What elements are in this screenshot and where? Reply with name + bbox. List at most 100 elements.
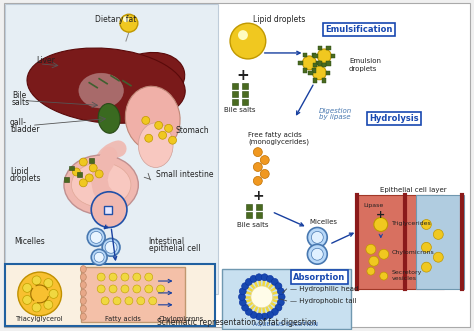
Bar — [318, 46, 322, 50]
Bar — [298, 61, 303, 65]
Circle shape — [275, 304, 282, 311]
Circle shape — [149, 297, 157, 305]
Bar — [313, 63, 317, 67]
Circle shape — [145, 285, 153, 293]
Bar — [242, 99, 248, 105]
Bar — [5, 4, 218, 294]
Circle shape — [254, 148, 262, 157]
Text: Bile salts: Bile salts — [237, 221, 269, 227]
Text: Liver: Liver — [36, 56, 55, 66]
Text: Stomach: Stomach — [175, 126, 209, 135]
Circle shape — [109, 285, 117, 293]
Circle shape — [308, 244, 327, 264]
Ellipse shape — [80, 305, 86, 312]
Text: Micelles: Micelles — [310, 218, 337, 224]
Circle shape — [308, 227, 327, 247]
Text: Triacylglycerol: Triacylglycerol — [16, 316, 64, 322]
Circle shape — [164, 124, 173, 132]
Circle shape — [277, 299, 284, 306]
Bar — [311, 53, 316, 57]
Ellipse shape — [98, 104, 120, 133]
Circle shape — [366, 244, 376, 254]
Bar — [232, 91, 238, 97]
Circle shape — [374, 217, 388, 231]
Circle shape — [261, 274, 268, 281]
Circle shape — [255, 274, 263, 281]
Circle shape — [311, 231, 323, 243]
Circle shape — [421, 219, 431, 229]
Circle shape — [238, 293, 246, 300]
Bar — [321, 78, 326, 83]
Ellipse shape — [125, 86, 180, 151]
Circle shape — [79, 179, 87, 187]
Circle shape — [302, 56, 316, 70]
Circle shape — [87, 228, 105, 246]
Bar — [69, 166, 74, 170]
Text: Schematic representation of fat digestion: Schematic representation of fat digestio… — [157, 318, 317, 327]
Circle shape — [94, 252, 104, 262]
Circle shape — [255, 313, 263, 320]
Circle shape — [433, 229, 443, 239]
Text: Emulsion: Emulsion — [349, 58, 381, 64]
Ellipse shape — [80, 274, 86, 281]
Circle shape — [277, 288, 284, 295]
Circle shape — [113, 297, 121, 305]
Ellipse shape — [80, 282, 86, 288]
Ellipse shape — [80, 266, 86, 273]
Circle shape — [261, 313, 268, 320]
Bar — [232, 99, 238, 105]
Circle shape — [121, 285, 129, 293]
Ellipse shape — [138, 123, 173, 167]
Circle shape — [369, 256, 379, 266]
Circle shape — [246, 308, 252, 315]
Circle shape — [105, 241, 117, 253]
Bar — [331, 54, 336, 58]
Bar — [357, 195, 444, 289]
Text: vesicles: vesicles — [392, 275, 417, 281]
Bar — [311, 69, 316, 73]
Text: Digestion: Digestion — [319, 108, 353, 114]
Text: bladder: bladder — [10, 125, 39, 134]
Ellipse shape — [79, 73, 123, 108]
Circle shape — [97, 273, 105, 281]
Circle shape — [142, 117, 150, 124]
Circle shape — [238, 30, 248, 40]
Circle shape — [44, 300, 53, 309]
Circle shape — [367, 267, 375, 275]
Circle shape — [155, 121, 163, 129]
Text: Emulsification: Emulsification — [325, 24, 392, 34]
Bar — [327, 62, 331, 66]
Circle shape — [312, 66, 326, 80]
Circle shape — [260, 156, 269, 165]
Text: (monoglycerides): (monoglycerides) — [248, 139, 309, 145]
Bar — [246, 212, 252, 217]
Bar — [89, 158, 94, 163]
Circle shape — [102, 238, 120, 256]
Text: +: + — [237, 68, 249, 83]
Ellipse shape — [80, 313, 86, 320]
Circle shape — [250, 275, 257, 282]
Circle shape — [254, 163, 262, 171]
Circle shape — [125, 297, 133, 305]
Circle shape — [18, 272, 62, 316]
Circle shape — [85, 174, 93, 182]
Text: Secretory: Secretory — [392, 269, 422, 275]
Bar — [303, 53, 307, 57]
Text: droplets: droplets — [349, 66, 377, 72]
Ellipse shape — [27, 48, 185, 123]
Circle shape — [251, 286, 273, 308]
Bar — [64, 177, 69, 182]
Circle shape — [239, 299, 246, 306]
Circle shape — [317, 49, 331, 63]
Text: Small intestine: Small intestine — [155, 170, 213, 179]
Circle shape — [246, 278, 252, 285]
Text: droplets: droplets — [10, 174, 41, 183]
Circle shape — [97, 285, 105, 293]
Text: AQUEOUS SOLUTION: AQUEOUS SOLUTION — [253, 321, 318, 326]
Circle shape — [260, 169, 269, 178]
Text: Micelles: Micelles — [14, 237, 45, 246]
Text: +: + — [252, 189, 264, 203]
Circle shape — [266, 311, 273, 318]
Circle shape — [157, 285, 164, 293]
Text: gall-: gall- — [10, 118, 27, 127]
